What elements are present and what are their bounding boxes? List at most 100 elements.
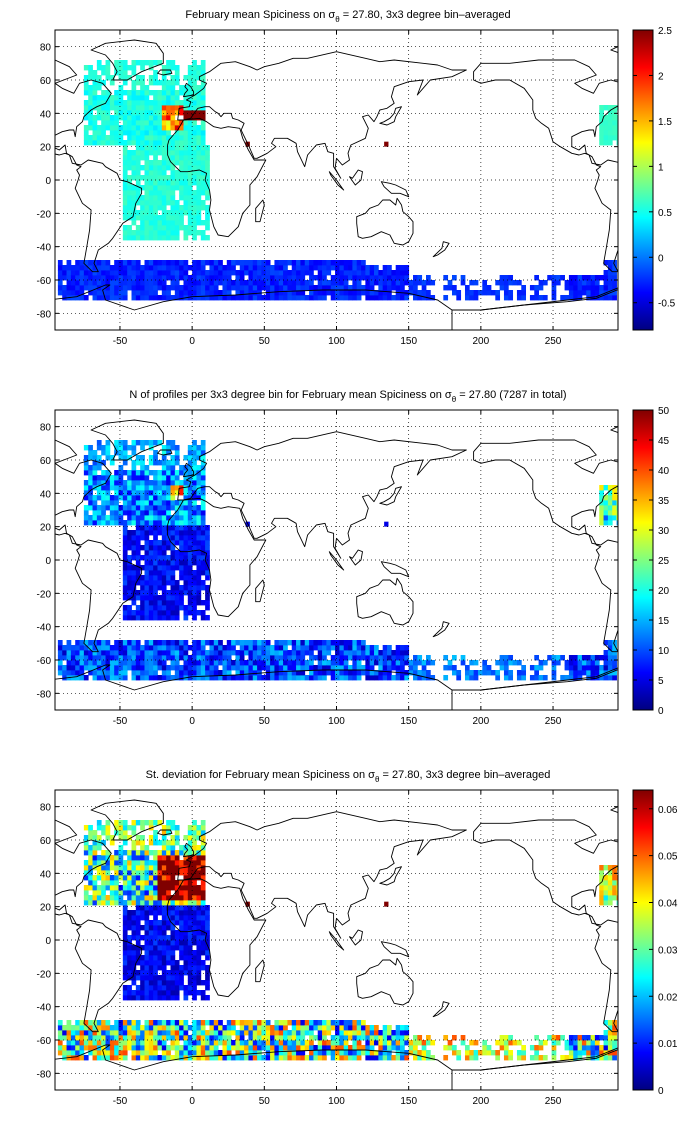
heatmap-cell <box>114 500 119 506</box>
heatmap-cell <box>469 675 475 681</box>
heatmap-cell <box>192 1030 197 1036</box>
heatmap-cell <box>192 1040 197 1046</box>
heatmap-cell <box>140 580 145 586</box>
heatmap-cell <box>296 640 301 646</box>
heatmap-cell <box>192 485 197 491</box>
heatmap-cell <box>612 880 617 886</box>
heatmap-cell <box>265 645 271 651</box>
heatmap-cell <box>161 905 167 911</box>
plot-frame <box>54 789 619 1091</box>
heatmap-cell <box>270 670 275 676</box>
heatmap-cell <box>213 260 219 266</box>
heatmap-cell <box>170 280 176 286</box>
heatmap-cell <box>330 290 336 296</box>
heatmap-cell <box>590 290 596 296</box>
heatmap-cell <box>369 675 375 681</box>
heatmap-cell <box>235 280 241 286</box>
heatmap-cell <box>140 80 145 86</box>
heatmap-cell <box>196 195 202 201</box>
heatmap-cell <box>122 140 128 146</box>
heatmap-cell <box>421 1045 427 1051</box>
heatmap-cell <box>196 570 202 576</box>
heatmap-cell <box>304 645 310 651</box>
heatmap-cell <box>335 1035 340 1041</box>
heatmap-cell <box>101 120 106 126</box>
heatmap-cell <box>153 865 158 871</box>
heatmap-cell <box>174 600 180 606</box>
heatmap-cell <box>127 480 132 486</box>
heatmap-cell <box>148 230 154 236</box>
heatmap-cell <box>96 75 102 81</box>
heatmap-cell <box>157 115 163 121</box>
colorbar-tick-label: 45 <box>658 436 670 447</box>
heatmap-cell <box>192 665 197 671</box>
chart-svg-1: February mean Spiciness on σθ = 27.80, 3… <box>37 9 676 347</box>
heatmap-cell <box>170 930 176 936</box>
heatmap-cell <box>92 1030 98 1036</box>
heatmap-cell <box>88 260 93 266</box>
heatmap-cell <box>161 445 167 451</box>
heatmap-cell <box>170 545 176 551</box>
heatmap-cell <box>573 285 578 291</box>
heatmap-cell <box>213 1055 219 1061</box>
heatmap-cell <box>153 185 158 191</box>
heatmap-cell <box>148 1050 154 1056</box>
heatmap-cell <box>153 120 158 126</box>
heatmap-cell <box>594 665 600 671</box>
heatmap-cell <box>599 1045 604 1051</box>
heatmap-cell <box>135 165 141 171</box>
heatmap-cell <box>599 275 604 281</box>
heatmap-cell <box>187 135 193 141</box>
heatmap-cell <box>140 980 145 986</box>
heatmap-cell <box>304 1030 310 1036</box>
heatmap-cell <box>148 900 154 906</box>
heatmap-cell <box>122 990 128 996</box>
heatmap-cell <box>309 265 314 271</box>
heatmap-cell <box>170 530 176 536</box>
heatmap-cell <box>62 270 67 276</box>
heatmap-cell <box>140 565 145 571</box>
heatmap-cell <box>118 95 124 101</box>
heatmap-cell <box>343 1020 349 1026</box>
heatmap-cell <box>118 875 124 881</box>
heatmap-cell <box>361 270 366 276</box>
heatmap-cell <box>92 850 98 856</box>
heatmap-cell <box>404 295 410 301</box>
heatmap-cell <box>192 845 197 851</box>
heatmap-cell <box>122 830 128 836</box>
heatmap-cell <box>127 825 132 831</box>
heatmap-cell <box>174 580 180 586</box>
heatmap-cell <box>118 135 124 141</box>
heatmap-cell <box>153 950 158 956</box>
heatmap-cell <box>404 675 410 681</box>
heatmap-cell <box>174 1035 180 1041</box>
heatmap-cell <box>339 1055 345 1061</box>
heatmap-cell <box>521 295 527 301</box>
heatmap-cell <box>166 980 171 986</box>
heatmap-cell <box>179 650 184 656</box>
heatmap-cell <box>568 1040 574 1046</box>
heatmap-cell <box>200 490 206 496</box>
x-tick-label: 200 <box>473 1096 490 1107</box>
heatmap-cell <box>205 1050 210 1056</box>
heatmap-cell <box>170 875 176 881</box>
heatmap-cell <box>443 285 449 291</box>
heatmap-cell <box>365 1030 371 1036</box>
heatmap-cell <box>330 660 336 666</box>
heatmap-cell <box>192 980 197 986</box>
heatmap-cell <box>335 675 340 681</box>
heatmap-cell <box>205 660 210 666</box>
heatmap-cell <box>153 600 158 606</box>
heatmap-cell <box>348 265 353 271</box>
heatmap-cell <box>356 290 362 296</box>
heatmap-cell <box>205 910 210 916</box>
heatmap-cell <box>166 580 171 586</box>
heatmap-cell <box>140 1050 145 1056</box>
heatmap-cell <box>447 285 453 291</box>
heatmap-cell <box>144 935 150 941</box>
heatmap-cell <box>153 60 158 66</box>
heatmap-cell <box>140 675 145 681</box>
heatmap-cell <box>166 145 171 151</box>
heatmap-cell <box>174 865 180 871</box>
heatmap-cell <box>157 105 163 111</box>
